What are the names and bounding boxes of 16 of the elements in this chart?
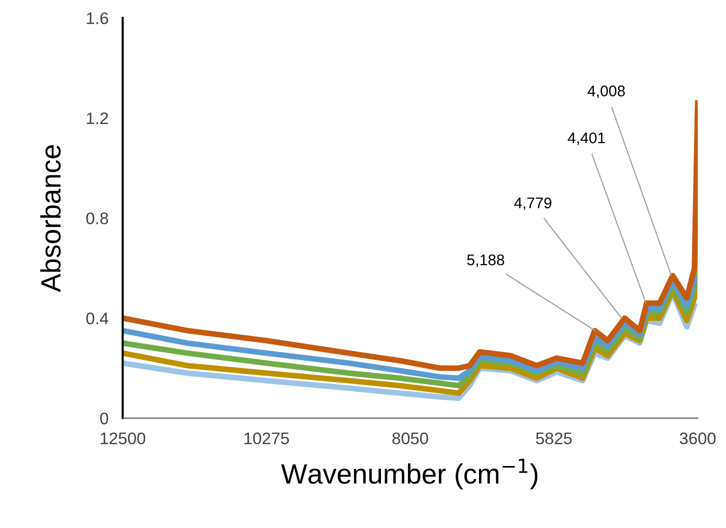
annotation: 4,008	[588, 86, 625, 98]
y-tick-label: 1.6	[86, 12, 108, 24]
y-tick-label: 0.8	[86, 212, 108, 224]
y-tick-label: 0.4	[86, 312, 108, 324]
annotation: 5,188	[467, 254, 504, 268]
annotation: 4,779	[514, 198, 552, 210]
x-tick-label: 12500	[100, 432, 146, 444]
y-axis-title: Absorbance	[40, 145, 61, 292]
y-tick-label: 1.2	[86, 112, 108, 124]
x-tick-label: 10275	[244, 432, 289, 444]
x-tick-label: 3600	[680, 432, 716, 444]
y-tick-label: 0	[100, 412, 108, 424]
x-tick-label: 5825	[536, 432, 572, 444]
x-axis-title: Wavenumber (cm$^{−1}$)	[281, 458, 538, 490]
x-tick-label: 8050	[392, 432, 428, 444]
annotation: 4,401	[568, 132, 605, 146]
